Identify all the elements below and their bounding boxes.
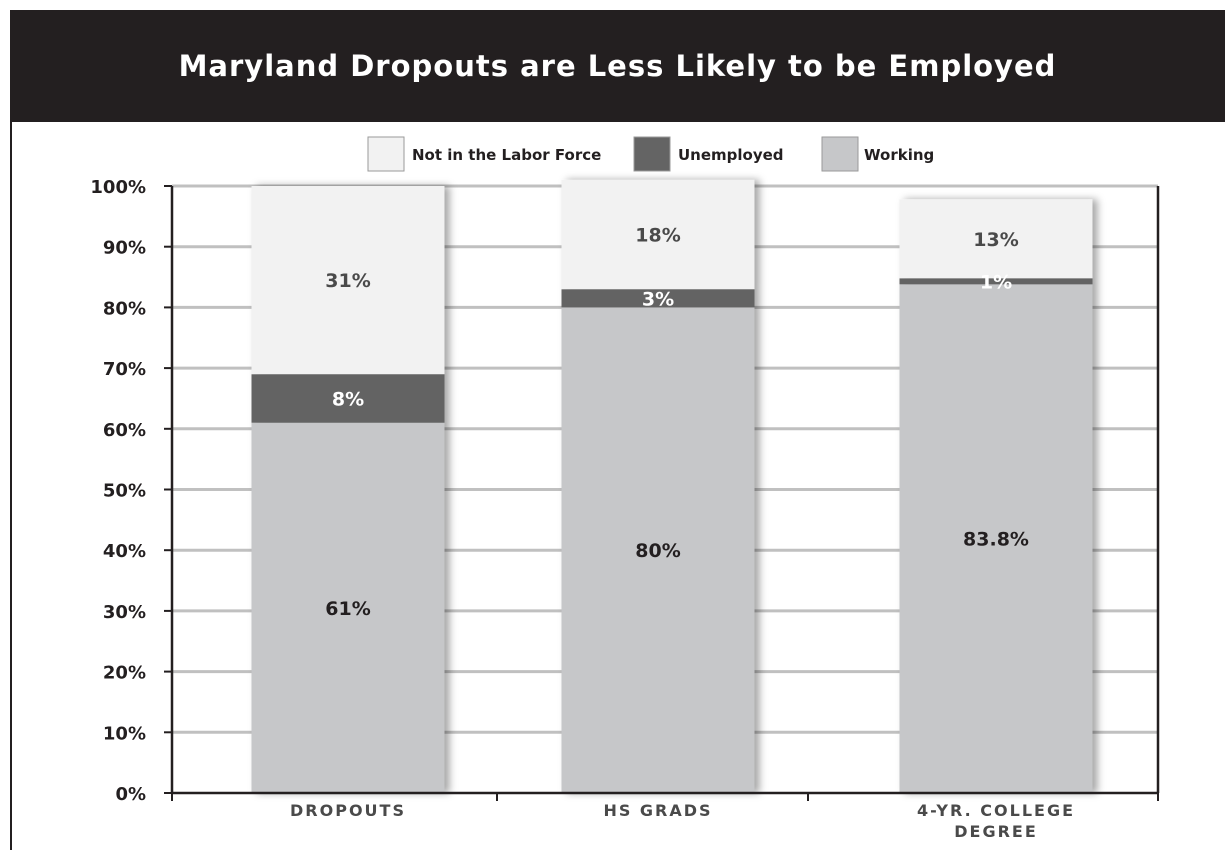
x-tick-label-line: HS GRADS <box>603 801 712 820</box>
bar-segment-unemployed <box>899 278 1093 285</box>
y-tick-label: 10% <box>103 723 146 744</box>
chart-figure: Maryland Dropouts are Less Likely to be … <box>10 10 1225 850</box>
x-tick-label-line: DEGREE <box>954 822 1038 841</box>
legend-swatch <box>367 136 405 172</box>
bars-layer: 61% 8% 31% 80% 3% 18% 83.8% 1% 13% <box>251 179 1093 793</box>
data-label: 31% <box>325 270 370 292</box>
x-tick-label-line: 4-YR. COLLEGE <box>917 801 1075 820</box>
bar-segment-unemployed <box>251 374 445 423</box>
y-tick-label: 60% <box>103 420 146 441</box>
data-label: 61% <box>325 598 370 620</box>
bar-group <box>899 199 1093 793</box>
frame-left-rule <box>10 122 12 850</box>
y-tick-label: 0% <box>115 784 146 805</box>
legend: Not in the Labor Force Unemployed Working <box>367 136 934 172</box>
bar-segment-not-in-the-labor-force <box>899 199 1093 279</box>
data-label: 18% <box>635 225 680 247</box>
legend-label: Not in the Labor Force <box>412 146 601 164</box>
chart-title: Maryland Dropouts are Less Likely to be … <box>178 49 1057 83</box>
x-tick-label: DROPOUTS <box>290 801 406 820</box>
y-tick-label: 100% <box>90 177 146 198</box>
bar-segment-not-in-the-labor-force <box>561 179 755 290</box>
bar-segment-working <box>899 284 1093 793</box>
bar-group <box>561 179 755 793</box>
y-tick-label: 40% <box>103 541 146 562</box>
data-label: 8% <box>332 388 364 410</box>
x-tick-label: 4-YR. COLLEGE DEGREE <box>917 801 1075 841</box>
legend-label: Working <box>864 146 934 164</box>
y-tick-label: 50% <box>103 481 146 502</box>
data-label: 83.8% <box>963 529 1029 551</box>
bar-segment-working <box>251 422 445 793</box>
x-tick-label-line: DROPOUTS <box>290 801 406 820</box>
bar-segment-unemployed <box>561 289 755 308</box>
data-label: 80% <box>635 540 680 562</box>
y-tick-label: 90% <box>103 238 146 259</box>
y-tick-label: 80% <box>103 298 146 319</box>
bar-group <box>251 186 445 793</box>
data-label: 1% <box>980 271 1012 293</box>
bar-segment-not-in-the-labor-force <box>251 186 445 375</box>
legend-label: Unemployed <box>678 146 784 164</box>
axis-layer: 0% 10% 20% 30% 40% 50% 60% 70% 80% 90% 100% DROPOUT… <box>90 177 1160 841</box>
data-label: 13% <box>973 229 1018 251</box>
legend-swatch <box>633 136 671 172</box>
data-label: 3% <box>642 288 674 310</box>
x-tick-label: HS GRADS <box>603 801 712 820</box>
y-tick-label: 20% <box>103 663 146 684</box>
legend-swatch <box>821 136 859 172</box>
y-tick-label: 30% <box>103 602 146 623</box>
title-bar: Maryland Dropouts are Less Likely to be … <box>10 10 1225 122</box>
bar-segment-working <box>561 307 755 793</box>
y-tick-label: 70% <box>103 359 146 380</box>
